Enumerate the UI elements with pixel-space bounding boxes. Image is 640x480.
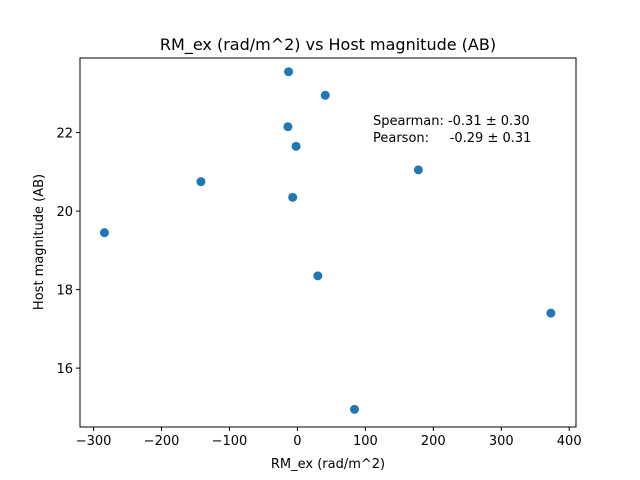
data-point bbox=[283, 122, 293, 132]
data-point bbox=[288, 192, 298, 202]
chart-title: RM_ex (rad/m^2) vs Host magnitude (AB) bbox=[160, 35, 496, 55]
data-point bbox=[320, 90, 330, 100]
x-tick-label: 300 bbox=[489, 434, 514, 449]
y-tick-label: 20 bbox=[56, 205, 73, 220]
data-point bbox=[99, 228, 109, 238]
x-tick-label: −300 bbox=[76, 434, 112, 449]
y-tick-label: 18 bbox=[56, 284, 73, 299]
x-tick-label: −100 bbox=[212, 434, 248, 449]
data-point bbox=[291, 141, 301, 151]
y-axis-label: Host magnitude (AB) bbox=[32, 174, 47, 310]
plot-area: −300 −200 −100 0 100 200 300 400 16 18 20 22 bbox=[56, 67, 582, 449]
data-point bbox=[546, 308, 556, 318]
x-axis-label: RM_ex (rad/m^2) bbox=[271, 457, 385, 472]
x-tick-label: 200 bbox=[421, 434, 446, 449]
x-tick-label: −200 bbox=[144, 434, 180, 449]
axes-frame bbox=[79, 57, 577, 428]
data-point bbox=[313, 271, 323, 281]
x-tick-label: 0 bbox=[293, 434, 301, 449]
x-tick-label: 400 bbox=[557, 434, 582, 449]
data-point bbox=[284, 67, 294, 77]
y-tick-label: 22 bbox=[56, 127, 73, 142]
pearson-annotation: Pearson: -0.29 ± 0.31 bbox=[373, 131, 531, 146]
x-tick-label: 100 bbox=[353, 434, 378, 449]
spearman-annotation: Spearman: -0.31 ± 0.30 bbox=[373, 114, 530, 129]
data-point bbox=[413, 165, 423, 175]
y-tick-label: 16 bbox=[56, 362, 73, 377]
data-point bbox=[349, 404, 359, 414]
data-point bbox=[196, 177, 206, 187]
